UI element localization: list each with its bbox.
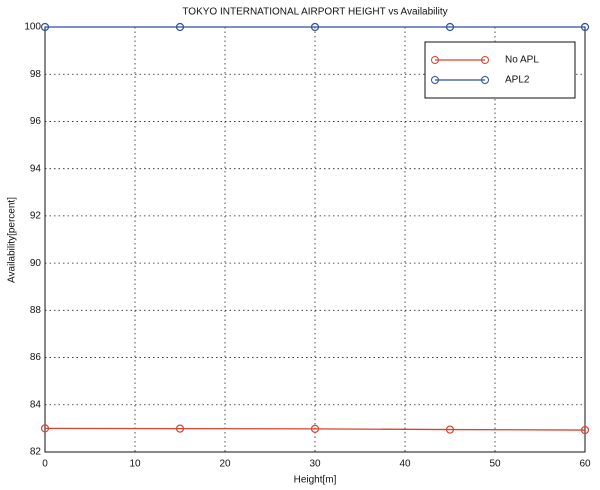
y-axis-label: Availability[percent] xyxy=(7,197,18,283)
x-tick-label: 10 xyxy=(129,459,141,470)
x-tick-label: 60 xyxy=(579,459,591,470)
y-tick-label: 84 xyxy=(30,399,42,410)
point-marker xyxy=(310,22,320,32)
x-tick-label: 40 xyxy=(399,459,411,470)
legend-label: No APL xyxy=(505,55,539,66)
x-tick-label: 30 xyxy=(309,459,321,470)
legend-label: APL2 xyxy=(505,75,530,86)
series-line xyxy=(44,427,586,431)
y-tick-label: 92 xyxy=(30,211,42,222)
chart-title: TOKYO INTERNATIONAL AIRPORT HEIGHT vs Av… xyxy=(182,7,447,18)
point-marker xyxy=(175,22,185,32)
point-marker xyxy=(40,22,50,32)
x-axis-label: Height[m] xyxy=(294,475,337,486)
legend-box xyxy=(424,41,576,99)
x-tick-label: 0 xyxy=(42,459,48,470)
y-tick-label: 94 xyxy=(30,163,42,174)
point-marker xyxy=(40,424,50,433)
point-marker xyxy=(310,424,320,433)
point-marker xyxy=(445,425,455,434)
x-tick-label: 50 xyxy=(489,459,501,470)
y-tick-label: 90 xyxy=(30,258,42,269)
point-marker xyxy=(175,424,185,433)
y-tick-label: 96 xyxy=(30,116,42,127)
x-tick-label: 20 xyxy=(219,459,231,470)
legend-marker xyxy=(431,76,439,84)
point-marker xyxy=(580,425,590,435)
y-tick-label: 100 xyxy=(24,22,41,33)
legend-marker xyxy=(481,76,489,84)
y-tick-label: 88 xyxy=(30,305,42,316)
y-tick-label: 98 xyxy=(30,69,42,80)
y-tick-label: 82 xyxy=(30,447,42,458)
legend-marker xyxy=(431,56,439,64)
y-tick-label: 86 xyxy=(30,352,42,363)
point-marker xyxy=(445,22,455,32)
legend-marker xyxy=(481,56,489,64)
legend: No APL APL2 xyxy=(424,41,576,99)
point-marker xyxy=(580,22,590,32)
